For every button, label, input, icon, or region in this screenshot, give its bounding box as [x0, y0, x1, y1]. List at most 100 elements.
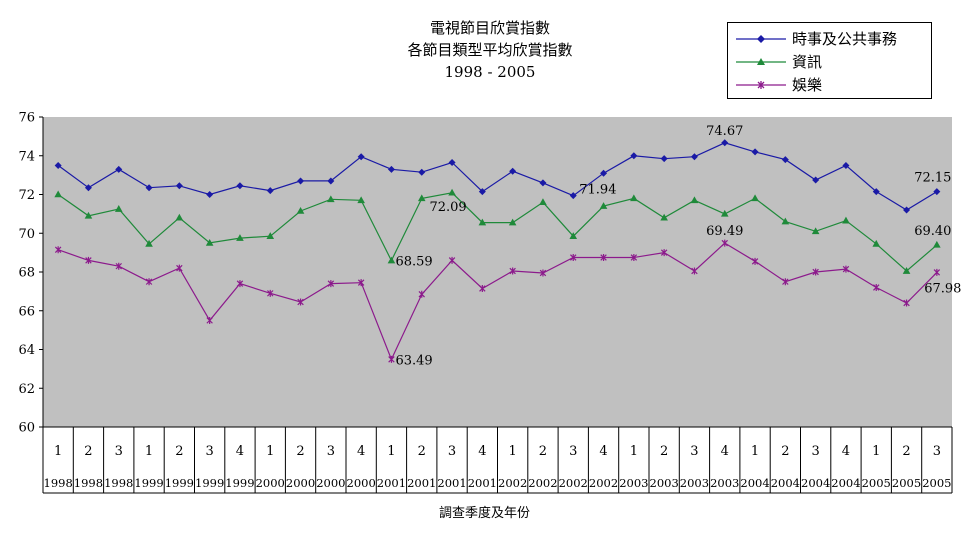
data-point — [751, 194, 759, 202]
data-point — [842, 265, 850, 273]
data-point — [54, 246, 62, 254]
data-point — [600, 253, 607, 261]
data-point — [327, 195, 335, 203]
data-point — [448, 188, 456, 196]
data-point — [236, 234, 244, 241]
data-label: 71.94 — [579, 183, 616, 198]
data-label: 69.49 — [706, 224, 743, 239]
data-point — [114, 205, 123, 212]
data-point — [933, 268, 941, 276]
y-tick-label: 70 — [18, 227, 35, 242]
x-tick-year: 2004 — [831, 476, 860, 490]
x-tick-quarter: 1 — [145, 444, 153, 459]
legend-item-current-affairs: 時事及公共事務 — [734, 29, 929, 49]
series-2 — [54, 239, 941, 363]
x-tick-year: 2004 — [801, 476, 830, 490]
legend: 時事及公共事務 資訊 娛樂 — [727, 22, 932, 99]
data-point — [54, 190, 62, 198]
x-tick-year: 2005 — [862, 476, 891, 490]
data-point — [781, 217, 790, 225]
x-tick-quarter: 1 — [54, 444, 62, 459]
data-point — [206, 316, 213, 324]
data-point — [812, 268, 819, 276]
data-point — [600, 169, 608, 177]
data-point — [297, 298, 304, 306]
legend-item-information: 資訊 — [734, 52, 929, 72]
data-point — [387, 256, 396, 264]
chart-period: 1998 - 2005 — [444, 63, 536, 81]
data-point — [660, 213, 668, 221]
x-tick-quarter: 3 — [327, 444, 335, 459]
x-tick-quarter: 1 — [387, 444, 395, 459]
data-point — [115, 165, 123, 173]
series-0 — [54, 139, 941, 214]
data-label: 74.67 — [706, 124, 743, 139]
data-point — [509, 167, 517, 175]
data-point — [782, 278, 789, 286]
data-point — [478, 188, 486, 196]
data-point — [417, 194, 426, 202]
x-tick-quarter: 3 — [448, 444, 456, 459]
x-tick-year: 2000 — [347, 476, 376, 490]
x-tick-year: 2001 — [468, 476, 497, 490]
data-point — [751, 148, 759, 156]
x-tick-year: 2003 — [710, 476, 739, 490]
x-tick-quarter: 3 — [690, 444, 698, 459]
data-point — [690, 196, 699, 204]
data-point — [630, 152, 638, 160]
x-tick-quarter: 3 — [812, 444, 820, 459]
data-point — [266, 187, 274, 195]
x-tick-year: 2003 — [619, 476, 648, 490]
x-tick-year: 1998 — [74, 476, 103, 490]
data-point — [811, 227, 820, 235]
x-tick-quarter: 1 — [872, 444, 880, 459]
y-tick-label: 72 — [18, 188, 35, 203]
data-label: 67.98 — [924, 281, 961, 296]
data-point — [539, 198, 547, 206]
x-tick-quarter: 2 — [175, 444, 183, 459]
data-point — [357, 279, 365, 287]
x-tick-quarter: 1 — [266, 444, 274, 459]
x-tick-quarter: 2 — [781, 444, 789, 459]
x-tick-quarter: 1 — [630, 444, 638, 459]
data-point — [387, 165, 395, 173]
chart-subtitle: 各節目類型平均欣賞指數 — [407, 41, 573, 59]
x-tick-year: 2003 — [650, 476, 679, 490]
series-line-0 — [57, 142, 938, 211]
x-tick-year: 2001 — [407, 476, 436, 490]
y-axis: 60 62 64 66 68 70 72 74 76 — [18, 111, 44, 436]
data-point — [206, 191, 214, 198]
data-point — [205, 238, 214, 246]
x-tick-year: 2003 — [680, 476, 709, 490]
data-point — [599, 202, 608, 209]
data-point — [630, 194, 638, 202]
x-tick-year: 2000 — [316, 476, 345, 490]
data-point — [902, 267, 911, 274]
x-tick-year: 2004 — [771, 476, 800, 490]
data-point — [357, 196, 365, 204]
data-point — [236, 182, 244, 190]
data-point — [690, 153, 698, 161]
y-tick-label: 62 — [18, 382, 35, 397]
series-1 — [54, 188, 941, 274]
x-tick-year: 2001 — [437, 476, 466, 490]
data-point — [842, 216, 850, 224]
y-tick-label: 66 — [18, 304, 35, 319]
x-tick-year: 1999 — [195, 476, 224, 490]
data-point — [691, 267, 698, 275]
plot-area — [43, 117, 952, 427]
x-tick-quarter: 2 — [296, 444, 304, 459]
data-point — [903, 206, 911, 214]
x-tick-quarter: 1 — [509, 444, 517, 459]
chart-title: 電視節目欣賞指數 — [429, 19, 550, 37]
legend-label-information: 資訊 — [792, 53, 823, 71]
data-point — [175, 182, 183, 190]
data-point — [418, 290, 425, 298]
data-point — [933, 188, 941, 196]
data-point — [660, 155, 668, 163]
data-point — [115, 262, 122, 270]
data-label: 72.09 — [429, 200, 466, 215]
data-point — [781, 156, 789, 164]
data-point — [267, 289, 274, 297]
